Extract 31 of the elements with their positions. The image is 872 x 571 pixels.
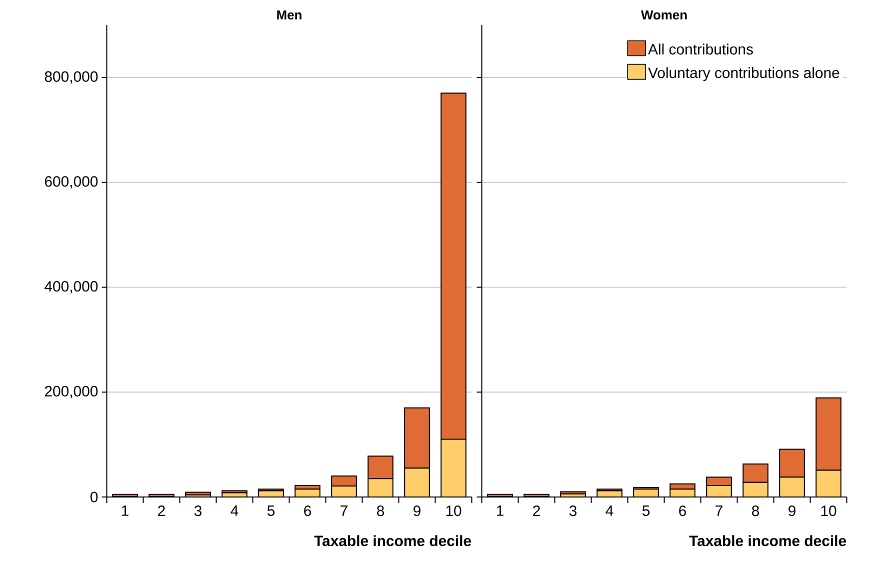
y-tick-label: 600,000	[44, 176, 98, 189]
x-tick-label: 8	[752, 506, 760, 516]
x-tick-label: 4	[230, 506, 238, 516]
x-tick-label: 3	[194, 506, 202, 516]
x-axis-title: Taxable income decile	[689, 535, 846, 546]
legend-label: All contributions	[648, 44, 753, 55]
chart-title: Women	[641, 10, 687, 20]
x-tick-label: 6	[679, 506, 686, 516]
y-tick-label: 800,000	[44, 71, 98, 84]
x-tick-label: 2	[533, 506, 540, 516]
chart-title: Men	[277, 10, 302, 20]
x-tick-label: 4	[606, 506, 614, 516]
x-tick-label: 1	[122, 506, 128, 516]
x-tick-label: 9	[414, 506, 420, 516]
x-tick-label: 5	[267, 506, 275, 516]
x-tick-label: 10	[821, 506, 836, 516]
x-tick-label: 6	[304, 506, 311, 516]
x-tick-label: 2	[158, 506, 165, 516]
x-tick-label: 9	[788, 506, 796, 516]
x-tick-label: 7	[716, 506, 722, 516]
x-tick-label: 1	[496, 506, 504, 516]
y-tick-label: 0	[90, 492, 98, 502]
x-tick-label: 10	[446, 506, 462, 516]
y-tick-label: 400,000	[44, 281, 98, 294]
x-tick-label: 8	[377, 506, 384, 516]
x-tick-label: 5	[642, 506, 650, 516]
x-axis-title: Taxable income decile	[314, 535, 472, 546]
legend-label: Voluntary contributions alone	[648, 67, 840, 82]
x-tick-label: 3	[569, 506, 577, 516]
y-tick-label: 200,000	[44, 386, 98, 398]
x-tick-label: 7	[340, 506, 348, 516]
